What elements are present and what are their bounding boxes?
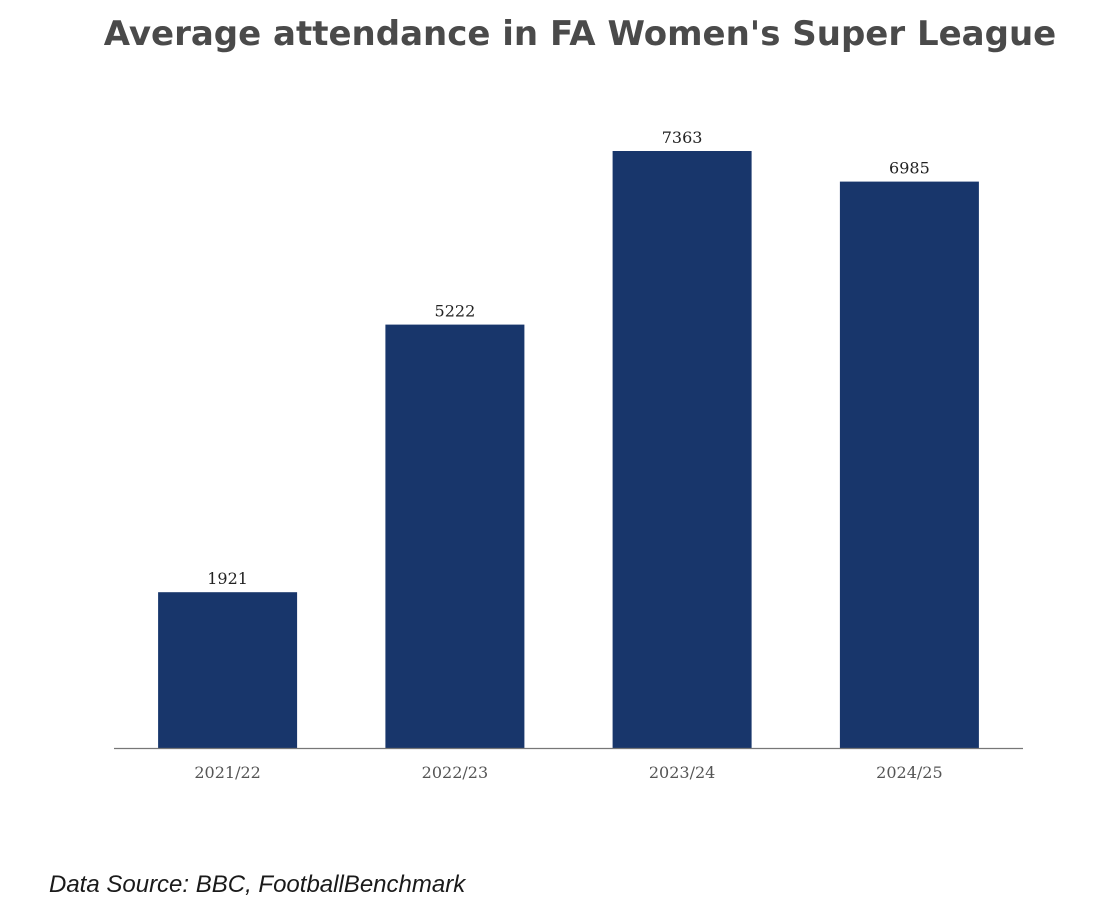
data-source-note: Data Source: BBC, FootballBenchmark xyxy=(49,871,466,898)
bar-2023-24 xyxy=(612,151,752,748)
chart-title: Average attendance in FA Women's Super L… xyxy=(103,14,1057,54)
bar-2024-25 xyxy=(839,181,979,749)
bar-value-label: 5222 xyxy=(435,302,476,321)
x-tick-label: 2021/22 xyxy=(194,763,260,782)
bars-layer xyxy=(158,151,979,749)
x-tick-label: 2023/24 xyxy=(649,763,715,782)
labels-layer: 1921 5222 7363 6985 xyxy=(207,128,930,588)
bar-value-label: 1921 xyxy=(207,569,248,588)
bar-2021-22 xyxy=(158,592,298,748)
x-tick-labels: 2021/22 2022/23 2023/24 2024/25 xyxy=(194,763,942,782)
bar-value-label: 6985 xyxy=(889,159,930,178)
x-tick-label: 2022/23 xyxy=(422,763,488,782)
x-tick-label: 2024/25 xyxy=(876,763,942,782)
bar-2022-23 xyxy=(385,324,525,748)
bar-value-label: 7363 xyxy=(662,128,703,147)
